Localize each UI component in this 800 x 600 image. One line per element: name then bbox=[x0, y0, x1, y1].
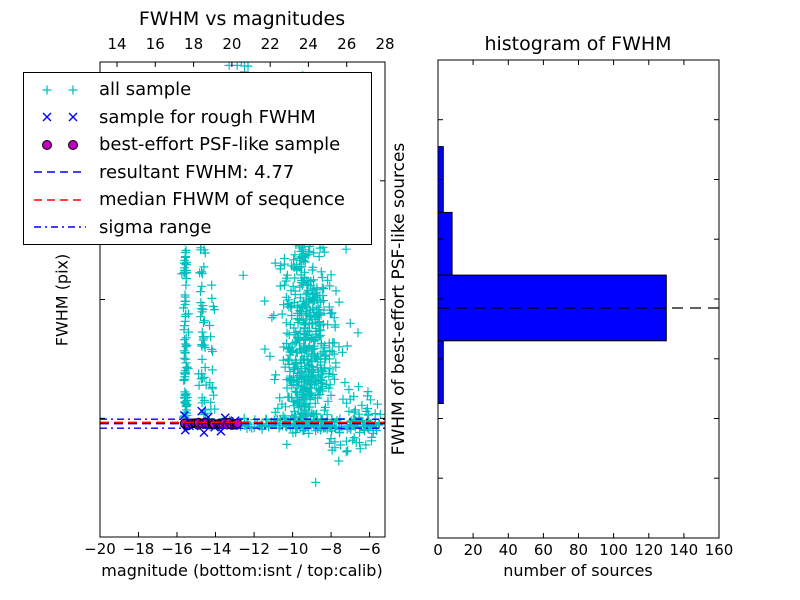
axis-ticks bbox=[99, 59, 720, 539]
legend-label: best-effort PSF-like sample bbox=[99, 134, 341, 156]
legend-label: median FHWM of sequence bbox=[99, 189, 345, 211]
x-marker-icon bbox=[42, 112, 78, 122]
dashdot-line-icon bbox=[34, 226, 86, 228]
legend-item-0: all sample bbox=[28, 76, 367, 103]
legend-label: sample for rough FWHM bbox=[99, 106, 316, 128]
legend-item-5: sigma range bbox=[28, 214, 367, 241]
dashed-line-icon bbox=[34, 199, 86, 201]
legend-label: sigma range bbox=[99, 216, 212, 238]
circle-marker-icon bbox=[42, 139, 78, 150]
left-plot-reference-lines bbox=[100, 418, 385, 429]
legend-label: all sample bbox=[99, 79, 192, 101]
legend-item-2: best-effort PSF-like sample bbox=[28, 131, 367, 158]
legend-item-1: sample for rough FWHM bbox=[28, 104, 367, 131]
dashed-line-icon bbox=[34, 171, 86, 173]
legend-label: resultant FWHM: 4.77 bbox=[99, 161, 295, 183]
legend-box: all sample sample for rough FWHM best-effo… bbox=[23, 72, 372, 245]
histogram-bar bbox=[437, 340, 444, 404]
legend-item-4: median FHWM of sequence bbox=[28, 186, 367, 213]
plus-marker-icon bbox=[42, 85, 78, 95]
legend-item-3: resultant FWHM: 4.77 bbox=[28, 159, 367, 186]
histogram-bar bbox=[437, 211, 453, 276]
